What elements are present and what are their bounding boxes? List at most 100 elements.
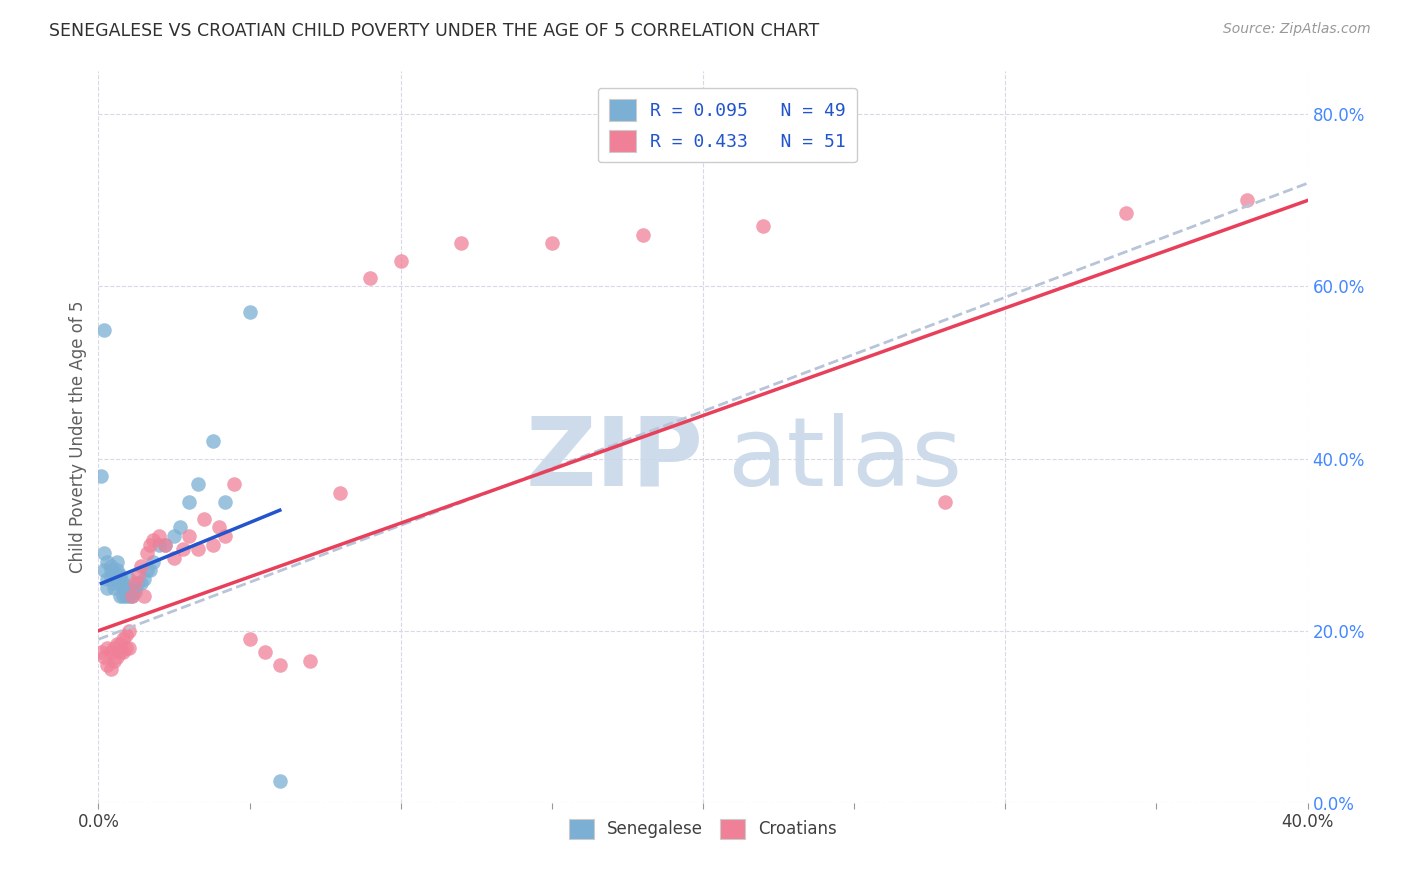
Point [108, 576, 131, 591]
Point [111, 576, 134, 591]
Point [111, 589, 134, 603]
Point [135, 564, 157, 578]
Point [118, 572, 141, 586]
Point [202, 434, 225, 449]
Legend: Senegalese, Croatians: Senegalese, Croatians [562, 812, 844, 846]
Point [202, 538, 225, 552]
Point [193, 512, 215, 526]
Point [100, 662, 122, 676]
Point [108, 572, 131, 586]
Point [114, 640, 136, 655]
Point [208, 520, 231, 534]
Point [96, 581, 118, 595]
Point [163, 550, 186, 565]
Point [142, 555, 165, 569]
Text: ZIP: ZIP [524, 412, 703, 506]
Point [103, 567, 125, 582]
Point [153, 538, 176, 552]
Point [124, 576, 146, 591]
Point [934, 494, 956, 508]
Point [100, 559, 122, 574]
Point [93, 546, 115, 560]
Point [96, 555, 118, 569]
Point [114, 589, 136, 603]
Point [108, 637, 131, 651]
Point [103, 640, 125, 655]
Y-axis label: Child Poverty Under the Age of 5: Child Poverty Under the Age of 5 [69, 301, 87, 574]
Point [93, 322, 115, 336]
Point [239, 632, 262, 647]
Point [111, 581, 134, 595]
Point [142, 533, 165, 548]
Point [90, 645, 112, 659]
Point [105, 555, 128, 569]
Point [129, 576, 152, 591]
Point [172, 541, 194, 556]
Point [103, 581, 125, 595]
Point [96, 658, 118, 673]
Point [114, 628, 136, 642]
Point [540, 236, 562, 251]
Point [132, 589, 155, 603]
Point [121, 585, 143, 599]
Point [631, 227, 654, 242]
Point [105, 649, 128, 664]
Point [253, 645, 276, 659]
Point [139, 538, 162, 552]
Point [187, 477, 209, 491]
Point [179, 529, 201, 543]
Point [269, 658, 291, 673]
Point [187, 541, 209, 556]
Point [118, 589, 141, 603]
Point [93, 649, 115, 664]
Point [93, 564, 115, 578]
Point [118, 640, 141, 655]
Point [121, 589, 143, 603]
Point [124, 581, 146, 595]
Point [153, 538, 176, 552]
Point [96, 572, 118, 586]
Point [163, 529, 186, 543]
Point [139, 564, 162, 578]
Point [450, 236, 472, 251]
Point [103, 576, 125, 591]
Point [108, 567, 131, 582]
Text: Source: ZipAtlas.com: Source: ZipAtlas.com [1223, 22, 1371, 37]
Point [108, 645, 131, 659]
Point [124, 585, 146, 599]
Point [239, 305, 262, 319]
Point [1115, 206, 1137, 220]
Point [118, 585, 141, 599]
Point [214, 529, 236, 543]
Point [111, 632, 134, 647]
Point [127, 576, 149, 591]
Point [111, 645, 134, 659]
Point [103, 654, 125, 668]
Point [118, 624, 141, 638]
Point [114, 585, 136, 599]
Point [105, 637, 128, 651]
Point [127, 567, 149, 582]
Point [179, 494, 201, 508]
Point [360, 271, 382, 285]
Point [224, 477, 246, 491]
Point [100, 645, 122, 659]
Point [132, 572, 155, 586]
Point [389, 253, 412, 268]
Point [299, 654, 322, 668]
Point [114, 581, 136, 595]
Point [135, 546, 157, 560]
Point [1236, 194, 1258, 208]
Point [121, 589, 143, 603]
Point [148, 538, 170, 552]
Point [129, 559, 152, 574]
Text: SENEGALESE VS CROATIAN CHILD POVERTY UNDER THE AGE OF 5 CORRELATION CHART: SENEGALESE VS CROATIAN CHILD POVERTY UND… [49, 22, 820, 40]
Point [100, 572, 122, 586]
Point [100, 564, 122, 578]
Point [269, 774, 291, 789]
Point [96, 640, 118, 655]
Point [105, 567, 128, 582]
Point [214, 494, 236, 508]
Point [90, 468, 112, 483]
Point [105, 564, 128, 578]
